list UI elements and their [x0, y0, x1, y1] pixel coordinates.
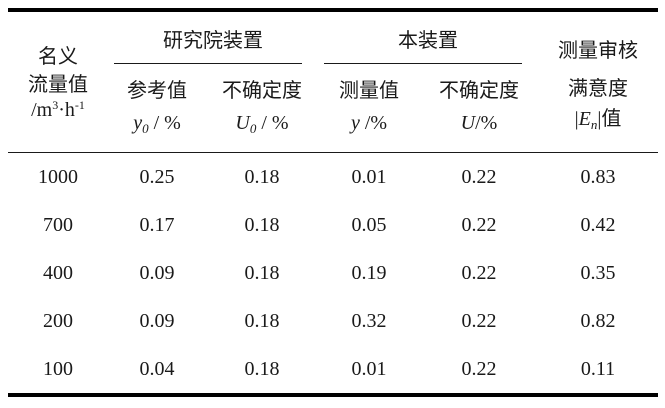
subheader-label: 不确定度 — [439, 79, 519, 102]
subheader-uncertainty-u: 不确定度 U/% — [420, 64, 538, 153]
flow-value-cell: 700 — [43, 213, 73, 236]
subheader-reference-value: 参考值 y0 / % — [108, 64, 206, 153]
flow-value-cell: 100 — [43, 357, 73, 380]
unit-prefix: /m — [31, 99, 53, 122]
subheader-uncertainty-u0: 不确定度 U0 / % — [206, 64, 318, 153]
symbol-U0: U — [235, 111, 250, 134]
flow-value-cell: 1000 — [38, 165, 78, 188]
data-cell: 0.18 — [244, 357, 280, 380]
en-open-bar: | — [574, 107, 579, 130]
symbol-suffix: /% — [359, 111, 388, 134]
symbol-sub: 0 — [142, 120, 149, 136]
subheader-symbol: y /% — [318, 112, 420, 136]
header-nominal-flow-line1: 名义 — [38, 45, 78, 68]
data-cell: 0.22 — [461, 261, 497, 284]
flow-value-cell: 400 — [43, 261, 73, 284]
symbol-sub: 0 — [249, 120, 257, 136]
data-cell: 0.35 — [580, 261, 616, 284]
flow-measurement-audit-table: 名义 流量值 /m3·h-1 研究院装置 本装置 测量审核 满意度 |En|值 … — [8, 8, 658, 397]
table-row: 1000 0.25 0.18 0.01 0.22 0.83 — [8, 153, 658, 202]
data-cell: 0.01 — [351, 165, 387, 188]
data-cell: 0.01 — [351, 357, 387, 380]
table-header: 名义 流量值 /m3·h-1 研究院装置 本装置 测量审核 满意度 |En|值 … — [8, 10, 658, 153]
symbol-suffix: / % — [148, 111, 181, 134]
unit-superscript-minus1: -1 — [74, 98, 85, 113]
data-cell: 0.18 — [244, 165, 280, 188]
en-subscript: n — [590, 116, 598, 132]
table-row: 200 0.09 0.18 0.32 0.22 0.82 — [8, 297, 658, 345]
flow-value-cell: 200 — [43, 309, 73, 332]
data-cell: 0.09 — [139, 309, 175, 332]
symbol-y: y — [350, 111, 360, 134]
header-nominal-flow-unit: /m3·h-1 — [8, 98, 108, 122]
data-cell: 0.17 — [139, 213, 175, 236]
sub-header-row: 参考值 y0 / % 不确定度 U0 / % 测量值 y /% 不确定度 U/% — [8, 64, 658, 153]
data-cell: 0.22 — [461, 165, 497, 188]
unit-superscript-3: 3 — [52, 98, 59, 113]
header-audit-en-value: |En|值 — [538, 108, 658, 132]
unit-mid: ·h — [58, 99, 75, 122]
symbol-y0: y — [133, 111, 143, 134]
table-row: 700 0.17 0.18 0.05 0.22 0.42 — [8, 201, 658, 249]
data-cell: 0.05 — [351, 213, 387, 236]
subheader-label: 测量值 — [339, 79, 399, 102]
data-cell: 0.22 — [461, 309, 497, 332]
data-cell: 0.18 — [244, 309, 280, 332]
subheader-symbol: U0 / % — [206, 112, 318, 136]
header-group-this-device: 本装置 — [318, 10, 538, 64]
group-header-row: 名义 流量值 /m3·h-1 研究院装置 本装置 测量审核 满意度 |En|值 — [8, 10, 658, 153]
subheader-symbol: U/% — [420, 112, 538, 136]
data-cell: 0.11 — [580, 357, 616, 380]
table-body: 1000 0.25 0.18 0.01 0.22 0.83 700 0.17 0… — [8, 153, 658, 396]
data-cell: 0.22 — [461, 357, 497, 380]
subheader-label: 参考值 — [127, 79, 187, 102]
data-cell: 0.18 — [244, 261, 280, 284]
data-cell: 0.83 — [580, 165, 616, 188]
header-audit-line1: 测量审核 — [558, 39, 638, 62]
data-cell: 0.42 — [580, 213, 616, 236]
data-cell: 0.25 — [139, 165, 175, 188]
symbol-U: U — [460, 111, 476, 134]
header-audit-en: 测量审核 满意度 |En|值 — [538, 10, 658, 153]
header-group-institute-device: 研究院装置 — [108, 10, 318, 64]
data-cell: 0.18 — [244, 213, 280, 236]
subheader-measured-value: 测量值 y /% — [318, 64, 420, 153]
symbol-suffix: /% — [475, 111, 498, 134]
header-nominal-flow: 名义 流量值 /m3·h-1 — [8, 10, 108, 153]
data-cell: 0.04 — [139, 357, 175, 380]
data-cell: 0.22 — [461, 213, 497, 236]
en-symbol: E — [578, 107, 591, 130]
data-cell: 0.09 — [139, 261, 175, 284]
data-cell: 0.32 — [351, 309, 387, 332]
data-cell: 0.19 — [351, 261, 387, 284]
data-cell: 0.82 — [580, 309, 616, 332]
symbol-suffix: / % — [256, 111, 289, 134]
en-close-bar: |值 — [597, 107, 622, 130]
subheader-symbol: y0 / % — [108, 112, 206, 136]
subheader-label: 不确定度 — [222, 79, 302, 102]
table-row: 400 0.09 0.18 0.19 0.22 0.35 — [8, 249, 658, 297]
header-nominal-flow-line2: 流量值 — [28, 74, 88, 96]
table-row: 100 0.04 0.18 0.01 0.22 0.11 — [8, 345, 658, 395]
header-audit-line2: 满意度 — [568, 77, 628, 100]
